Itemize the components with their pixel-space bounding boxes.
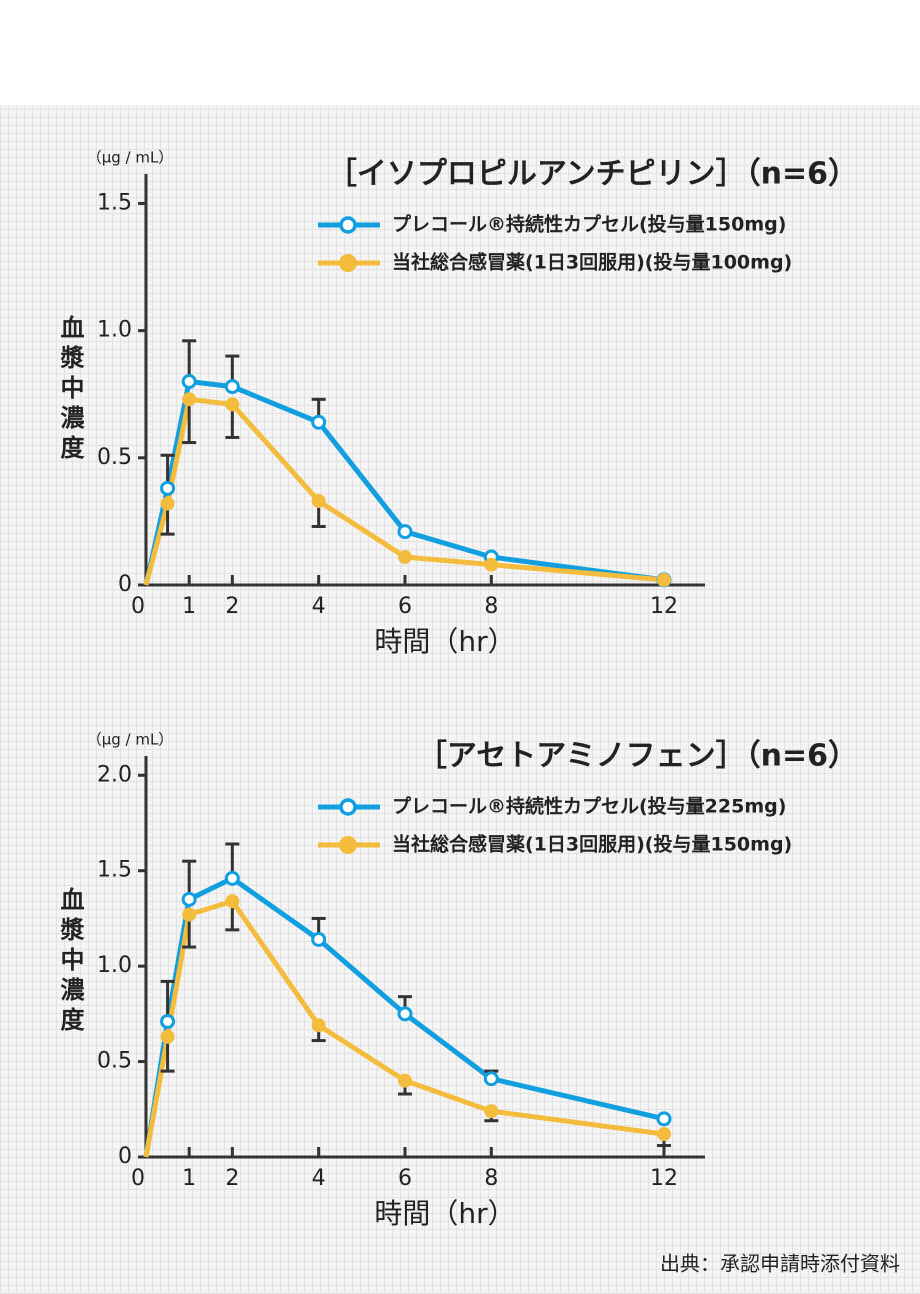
error-bar [182,399,197,445]
data-point [311,494,326,509]
data-point [311,931,327,947]
x-tick-label: 0 [131,1166,145,1191]
legend-marker [339,216,357,234]
data-point [397,1073,412,1088]
chart-title: ［イソプロピルアンチピリン］（n=6） [327,157,858,192]
legend-label: 当社総合感冒薬(1日3回服用)(投与量150mg) [392,833,792,856]
x-tick-label: 2 [225,1166,239,1191]
y-unit: （μg / mL） [87,149,174,167]
y-tick-label: 1.0 [97,318,132,343]
x-tick-label: 12 [650,594,678,619]
data-point [160,1029,175,1044]
source-note: 出典：承認申請時添付資料 [660,1252,900,1276]
series-line [143,379,665,586]
legend-label: 当社総合感冒薬(1日3回服用)(投与量100mg) [392,251,792,274]
data-point [160,496,175,511]
data-point [656,1127,671,1142]
legend-marker [339,798,357,816]
x-tick-label: 4 [312,594,326,619]
legend-marker [339,254,357,272]
x-tick-label: 4 [312,1166,326,1191]
x-axis-label: 時間（hr） [374,625,515,658]
data-point [160,1013,176,1029]
data-point [397,524,413,540]
data-point [225,397,240,412]
data-point [397,1006,413,1022]
y-tick-label: 1.5 [97,190,132,215]
x-tick-label: 0 [131,594,145,619]
x-tick-label: 6 [398,1166,412,1191]
x-axis-label: 時間（hr） [374,1197,515,1230]
series-line [143,875,665,1158]
y-unit: （μg / mL） [87,731,174,749]
data-point [656,572,671,587]
y-axis-label: 血漿中濃度 [56,886,85,1037]
chart-title: ［アセトアミノフェン］（n=6） [417,739,858,774]
y-tick-label: 0.5 [97,1049,132,1074]
data-point [225,894,240,909]
legend-label: プレコール®持続性カプセル(投与量150mg) [392,213,786,236]
data-point [311,414,327,430]
x-tick-label: 6 [398,594,412,619]
data-point [181,891,197,907]
data-point [484,1104,499,1119]
data-point [182,907,197,922]
data-point [182,392,197,407]
x-tick-label: 8 [484,1166,498,1191]
data-point [397,550,412,565]
x-tick-label: 12 [650,1166,678,1191]
data-point [484,557,499,572]
data-point [224,870,240,886]
y-tick-label: 1.5 [97,858,132,883]
legend-marker [339,836,357,854]
data-point [311,1018,326,1033]
legend-label: プレコール®持続性カプセル(投与量225mg) [392,795,786,818]
y-tick-label: 2.0 [97,762,132,787]
data-point [181,374,197,389]
y-tick-label: 0.5 [97,445,132,470]
y-tick-label: 0 [118,572,132,597]
data-point [483,1071,499,1087]
data-point [160,480,176,496]
y-tick-label: 0 [118,1144,132,1169]
x-tick-label: 1 [182,594,196,619]
x-tick-label: 1 [182,1166,196,1191]
y-tick-label: 1.0 [97,953,132,978]
data-point [656,1111,672,1127]
y-axis-label: 血漿中濃度 [56,314,85,465]
x-tick-label: 8 [484,594,498,619]
x-tick-label: 2 [225,594,239,619]
series-line [143,898,665,1158]
data-point [224,379,240,395]
